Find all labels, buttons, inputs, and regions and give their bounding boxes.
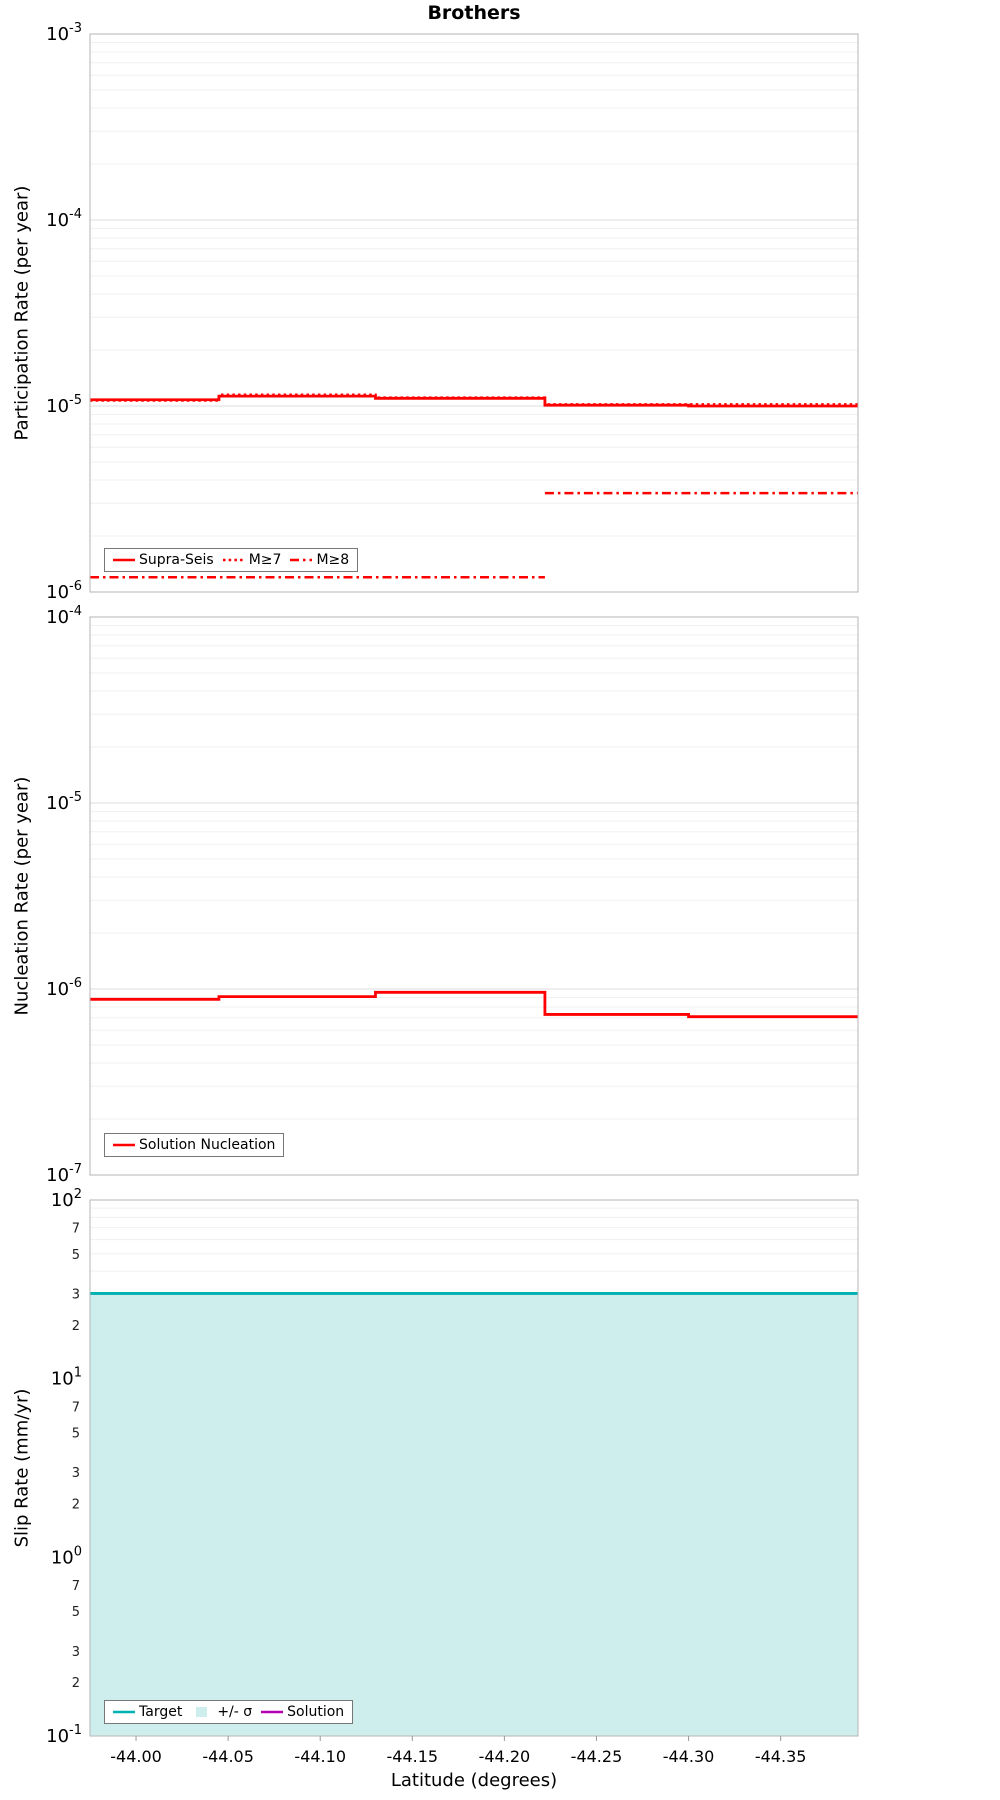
line-swatch-icon [113, 1143, 135, 1147]
y-tick-label: 10-7 [46, 1162, 82, 1186]
band-swatch-icon [196, 1707, 208, 1717]
y-tick-label: 10-6 [46, 976, 82, 1000]
legend-label: M≥8 [316, 552, 350, 568]
y-minor-tick-label: 5 [72, 1426, 80, 1441]
y-tick-label: 102 [51, 1187, 82, 1211]
x-tick-label: -44.05 [202, 1747, 254, 1766]
x-tick-label: -44.30 [663, 1747, 715, 1766]
y-tick-label: 100 [51, 1544, 82, 1568]
x-tick-label: -44.15 [387, 1747, 439, 1766]
x-axis-label: Latitude (degrees) [390, 1770, 558, 1791]
y-minor-tick-label: 3 [72, 1466, 80, 1481]
x-tick-label: -44.35 [755, 1747, 807, 1766]
line-swatch-icon [290, 558, 313, 562]
y-minor-tick-label: 2 [72, 1676, 80, 1691]
slip-rate-legend: Target +/- σ Solution [104, 1700, 354, 1724]
legend-label: M≥7 [248, 552, 282, 568]
x-tick-label: -44.25 [571, 1747, 623, 1766]
y-minor-tick-label: 2 [72, 1498, 80, 1513]
panel-frame [89, 616, 859, 1176]
line-swatch-icon [261, 1710, 284, 1714]
line-swatch-icon [113, 558, 135, 562]
y-minor-tick-label: 3 [72, 1645, 80, 1660]
y-minor-tick-label: 7 [72, 1400, 80, 1415]
legend-item: Supra-Seis [113, 552, 214, 568]
legend-label: Solution Nucleation [139, 1137, 276, 1153]
y-minor-tick-label: 7 [72, 1579, 80, 1594]
y-tick-label: 101 [51, 1366, 82, 1390]
panel-frame [89, 33, 859, 593]
y-tick-label: 10-5 [46, 790, 82, 814]
legend-label: Supra-Seis [139, 552, 214, 568]
swatch-rect [196, 1707, 208, 1717]
uncertainty-band [90, 1293, 858, 1736]
legend-item: Solution Nucleation [113, 1137, 275, 1153]
x-tick-label: -44.20 [479, 1747, 531, 1766]
y-minor-tick-label: 5 [72, 1248, 80, 1263]
x-tick-label: -44.10 [294, 1747, 346, 1766]
y-minor-tick-label: 7 [72, 1222, 80, 1237]
participation-legend: Supra-Seis M≥7 M≥8 [104, 548, 359, 572]
legend-label: +/- σ [217, 1704, 253, 1720]
y-tick-label: 10-5 [46, 393, 82, 417]
line-swatch-icon [113, 1710, 135, 1714]
series-m-7 [90, 393, 858, 406]
panel-frame [89, 1199, 859, 1737]
y-minor-tick-label: 5 [72, 1605, 80, 1620]
legend-item: +/- σ [191, 1704, 252, 1720]
legend-item: Target [113, 1704, 182, 1720]
figure-title: Brothers [427, 2, 521, 24]
series-solution-nucleation [90, 990, 858, 1019]
line-swatch-icon [222, 558, 245, 562]
legend-item: M≥8 [290, 552, 349, 568]
y-minor-tick-label: 3 [72, 1287, 80, 1302]
y-tick-label: 10-3 [46, 21, 82, 45]
y-tick-label: 10-4 [46, 604, 82, 628]
y-tick-label: 10-1 [46, 1723, 82, 1747]
legend-item: Solution [261, 1704, 344, 1720]
nucleation-legend: Solution Nucleation [104, 1133, 285, 1157]
legend-label: Solution [287, 1704, 345, 1720]
legend-label: Target [139, 1704, 183, 1720]
y-tick-label: 10-6 [46, 579, 82, 603]
y-minor-tick-label: 2 [72, 1319, 80, 1334]
x-tick-label: -44.00 [110, 1747, 162, 1766]
y-tick-label: 10-4 [46, 207, 82, 231]
legend-item: M≥7 [222, 552, 282, 568]
